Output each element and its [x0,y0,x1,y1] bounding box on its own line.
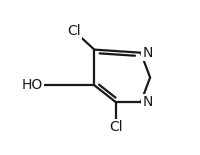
Text: Cl: Cl [109,120,122,134]
Text: Cl: Cl [67,24,81,38]
Text: HO: HO [22,78,43,92]
Text: N: N [142,95,152,109]
Text: N: N [142,46,152,60]
